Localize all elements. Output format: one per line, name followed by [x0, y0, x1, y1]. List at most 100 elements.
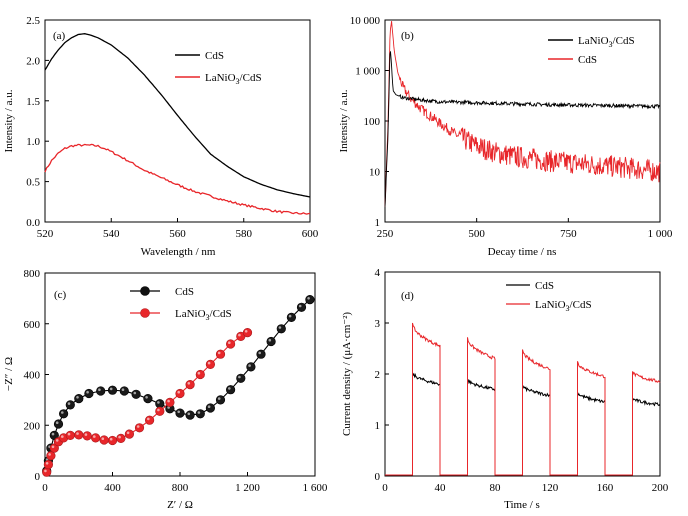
data-point: [90, 433, 101, 443]
x-tick-label: 560: [169, 228, 186, 240]
data-point: [116, 433, 126, 444]
data-point: [143, 394, 153, 404]
y-tick-label: 1: [375, 217, 381, 229]
data-point-highlight: [167, 399, 170, 403]
data-point: [205, 403, 215, 413]
panel-label: (c): [54, 289, 67, 301]
data-point: [82, 431, 92, 441]
series-group: [385, 322, 661, 476]
x-tick-label: 520: [37, 228, 54, 240]
x-tick-label: 580: [236, 228, 253, 240]
data-point-highlight: [177, 410, 180, 414]
data-point-highlight: [217, 351, 221, 355]
data-point-highlight: [51, 432, 55, 436]
y-tick-label: 0.5: [26, 177, 40, 189]
y-tick-label: 3: [375, 318, 381, 330]
data-point: [215, 349, 226, 359]
data-point-highlight: [187, 382, 191, 385]
panel-c: (c) 0 400 800 1 200 1 600 0 200 400 600 800 CdS L…: [3, 268, 328, 511]
series-group: [44, 33, 311, 215]
y-tick-label: 10 000: [350, 15, 381, 27]
y-axis-label: −Z″ / Ω: [3, 357, 15, 391]
data-point: [145, 415, 155, 425]
data-point-highlight: [48, 453, 51, 456]
x-tick-label: 1 000: [648, 228, 673, 240]
data-point: [185, 380, 195, 390]
data-point: [65, 430, 75, 441]
data-point-highlight: [121, 388, 125, 392]
x-tick-label: 40: [435, 482, 447, 494]
series-line: [385, 322, 661, 476]
x-axis-label: Decay time / ns: [488, 246, 557, 258]
data-point: [155, 406, 165, 416]
series-line: [44, 33, 311, 198]
data-point: [226, 339, 236, 349]
series-line: [384, 51, 661, 207]
y-tick-label: 1: [375, 420, 381, 432]
legend: CdS LaNiO3/CdS: [130, 286, 232, 322]
axis-ticks: 250 500 750 1 000 1 10 100 1 000 10 000: [350, 15, 673, 240]
series-line: [385, 372, 661, 476]
data-point: [119, 386, 129, 396]
data-point-highlight: [244, 330, 248, 333]
data-point-highlight: [228, 387, 231, 390]
panel-label: (d): [401, 290, 414, 302]
legend-marker-lanio3: [140, 308, 150, 318]
legend: CdS LaNiO3/CdS: [175, 50, 262, 86]
data-point: [96, 386, 106, 396]
data-point: [124, 429, 134, 439]
x-tick-label: 250: [377, 228, 394, 240]
data-point-highlight: [101, 437, 105, 441]
legend-label-lanio3: LaNiO3/CdS: [578, 35, 635, 49]
data-point-highlight: [307, 297, 310, 300]
x-tick-label: 80: [490, 482, 502, 494]
data-point-highlight: [126, 431, 130, 435]
panel-label: (b): [401, 30, 414, 42]
data-point: [46, 451, 56, 461]
data-point-highlight: [147, 417, 150, 421]
y-tick-label: 600: [24, 319, 41, 331]
series-line: [384, 21, 661, 207]
data-point-highlight: [238, 375, 241, 379]
x-tick-label: 500: [468, 228, 485, 240]
data-point: [276, 324, 286, 334]
data-point-highlight: [268, 338, 272, 342]
y-tick-label: 2: [375, 369, 381, 381]
data-point-highlight: [118, 435, 121, 439]
data-point-highlight: [55, 421, 59, 425]
y-tick-label: 1 000: [355, 66, 380, 78]
data-point-highlight: [248, 364, 251, 367]
data-point-highlight: [207, 405, 211, 409]
y-tick-label: 200: [24, 420, 41, 432]
data-point-highlight: [133, 391, 137, 395]
axis-ticks: 0 400 800 1 200 1 600 0 200 400 600 800: [24, 268, 328, 494]
axis-ticks: 520 540 560 580 600 0.0 0.5 1.0 1.5 2.0 2.5: [26, 15, 319, 240]
data-point-highlight: [109, 437, 113, 441]
data-point: [286, 312, 297, 323]
y-axis-label: Intensity / a.u.: [3, 89, 15, 152]
data-point-highlight: [298, 304, 302, 308]
y-tick-label: 0: [35, 471, 41, 483]
x-tick-label: 160: [597, 482, 614, 494]
data-point: [42, 467, 52, 477]
data-point-highlight: [98, 388, 101, 392]
data-point: [175, 388, 185, 399]
x-tick-label: 0: [382, 482, 388, 494]
data-point-highlight: [187, 412, 191, 416]
x-axis-label: Wavelength / nm: [141, 246, 216, 258]
data-point: [205, 359, 215, 370]
legend-label-cds: CdS: [578, 54, 597, 66]
data-point: [215, 395, 226, 405]
legend-label-lanio3: LaNiO3/CdS: [535, 299, 592, 313]
y-tick-label: 0.0: [26, 217, 40, 229]
y-axis-label: Intensity / a.u.: [338, 89, 350, 152]
data-point: [165, 397, 175, 408]
y-axis-label: Current density / (μA·cm⁻²): [341, 312, 353, 436]
x-tick-label: 400: [104, 482, 121, 494]
data-point: [246, 362, 256, 372]
data-point-highlight: [61, 435, 64, 438]
data-point-highlight: [84, 433, 88, 436]
data-point: [256, 349, 266, 359]
legend-label-lanio3: LaNiO3/CdS: [175, 308, 232, 322]
data-point-highlight: [55, 439, 59, 442]
